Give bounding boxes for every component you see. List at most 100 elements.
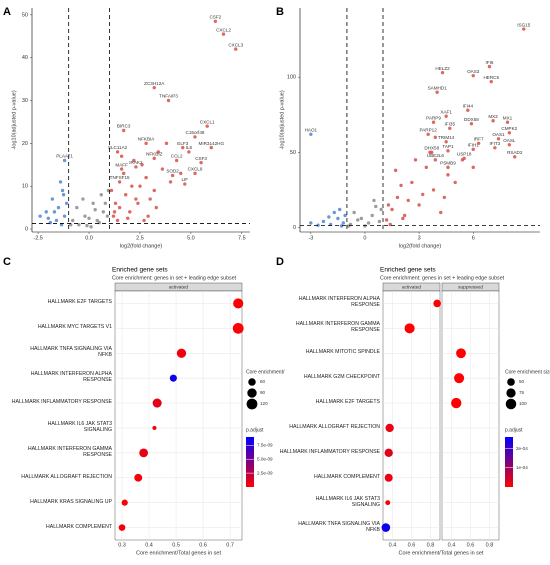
point-label: MIR3142HG	[199, 141, 225, 146]
panel-letter: B	[276, 6, 284, 18]
y-tick-label: 50	[22, 12, 28, 18]
point	[406, 198, 410, 203]
chart-subtitle: Core enrichment: genes in set + leading …	[380, 275, 505, 281]
x-tick-label: 0.8	[486, 542, 494, 548]
point	[366, 221, 371, 225]
point	[160, 167, 165, 171]
point	[64, 201, 69, 206]
point	[193, 135, 197, 139]
x-tick-label: 0.6	[408, 542, 416, 548]
dot	[152, 398, 162, 408]
point	[393, 168, 398, 173]
point	[221, 32, 226, 36]
dot	[433, 299, 441, 308]
point	[440, 70, 445, 75]
point	[209, 145, 213, 150]
panel-letter: A	[3, 6, 11, 18]
point	[205, 124, 209, 128]
point	[134, 165, 138, 169]
y-tick-label: 30	[22, 98, 28, 104]
x-tick-label: 7.5	[238, 235, 246, 241]
category-label: HALLMARK ALLOGRAFT REJECTION	[21, 473, 112, 480]
x-tick-label: 0.4	[389, 542, 397, 548]
point	[444, 114, 448, 118]
point-label: SAMHD1	[428, 85, 448, 90]
point	[46, 216, 50, 220]
point	[448, 126, 452, 130]
chart-title: Enriched gene sets	[380, 267, 436, 274]
point	[58, 180, 63, 184]
point	[341, 221, 346, 225]
point	[38, 214, 42, 218]
category-label: HALLMARK INFLAMMATORY RESPONSE	[279, 448, 380, 455]
point-label: CXCL8	[188, 167, 203, 172]
point	[402, 213, 407, 218]
chart-subtitle: Core enrichment: genes in set + leading …	[112, 275, 237, 281]
point	[144, 141, 148, 146]
point	[179, 171, 183, 176]
size-legend-key	[507, 378, 515, 386]
point	[62, 214, 67, 218]
point	[89, 225, 93, 229]
color-bar-label: 1e-04	[516, 465, 528, 470]
point-label: OAS3	[467, 69, 480, 74]
color-bar-label: 5.0e-09	[257, 456, 273, 461]
size-legend-title: Core enrichment size	[505, 369, 550, 375]
point	[471, 147, 475, 152]
point	[442, 195, 447, 200]
point	[152, 85, 156, 90]
point-label: ZC3H12A	[144, 81, 165, 86]
point	[93, 208, 97, 212]
x-axis-label: Core enrichment/Total genes in set	[399, 550, 484, 556]
category-label: HALLMARK MYC TARGETS V1	[37, 324, 112, 331]
point	[113, 201, 118, 206]
size-legend-key	[505, 398, 517, 410]
point	[453, 180, 457, 185]
point	[103, 201, 108, 206]
x-tick-label: 0.3	[118, 542, 126, 548]
dot	[233, 298, 244, 309]
point	[471, 165, 475, 170]
size-legend-key	[247, 388, 257, 398]
color-bar	[246, 437, 254, 487]
point-label: CXCL1	[200, 119, 215, 124]
y-axis-label: -log10(adjusted p-value)	[279, 90, 285, 149]
point	[126, 216, 130, 220]
size-legend-key	[506, 388, 516, 398]
point	[462, 156, 466, 161]
point	[111, 214, 116, 218]
point	[54, 218, 59, 223]
point	[146, 214, 150, 218]
point	[166, 98, 171, 103]
point	[417, 203, 421, 207]
y-tick-label: 100	[287, 75, 296, 81]
x-tick-label: 0.4	[145, 542, 153, 548]
point	[132, 158, 136, 163]
category-label: HALLMARK INTERFERON GAMMA RESPONSE	[27, 445, 112, 458]
point	[309, 221, 313, 225]
category-label: HALLMARK MITOTIC SPINDLE	[305, 349, 380, 356]
x-axis-label: Core enrichment/Total genes in set	[136, 550, 221, 556]
point	[446, 165, 450, 170]
point	[377, 219, 382, 224]
point	[138, 184, 142, 188]
point-label: LIF	[181, 177, 188, 182]
point	[128, 210, 132, 214]
point-label: UBE2L6	[427, 153, 445, 158]
point	[386, 203, 391, 207]
point-label: MAFF	[115, 162, 128, 167]
point	[213, 19, 218, 23]
point	[136, 201, 140, 206]
point	[399, 183, 403, 188]
point-label: MX2	[488, 114, 498, 119]
category-label: HALLMARK COMPLEMENT	[45, 523, 112, 530]
point	[181, 145, 185, 150]
color-bar-label: 7.5e-09	[257, 443, 273, 448]
point	[87, 216, 91, 220]
category-label: HALLMARK KRAS SIGNALING UP	[30, 498, 112, 505]
point	[347, 224, 351, 228]
point	[343, 213, 347, 218]
dot	[404, 323, 415, 334]
category-label: HALLMARK E2F TARGETS	[47, 299, 112, 306]
